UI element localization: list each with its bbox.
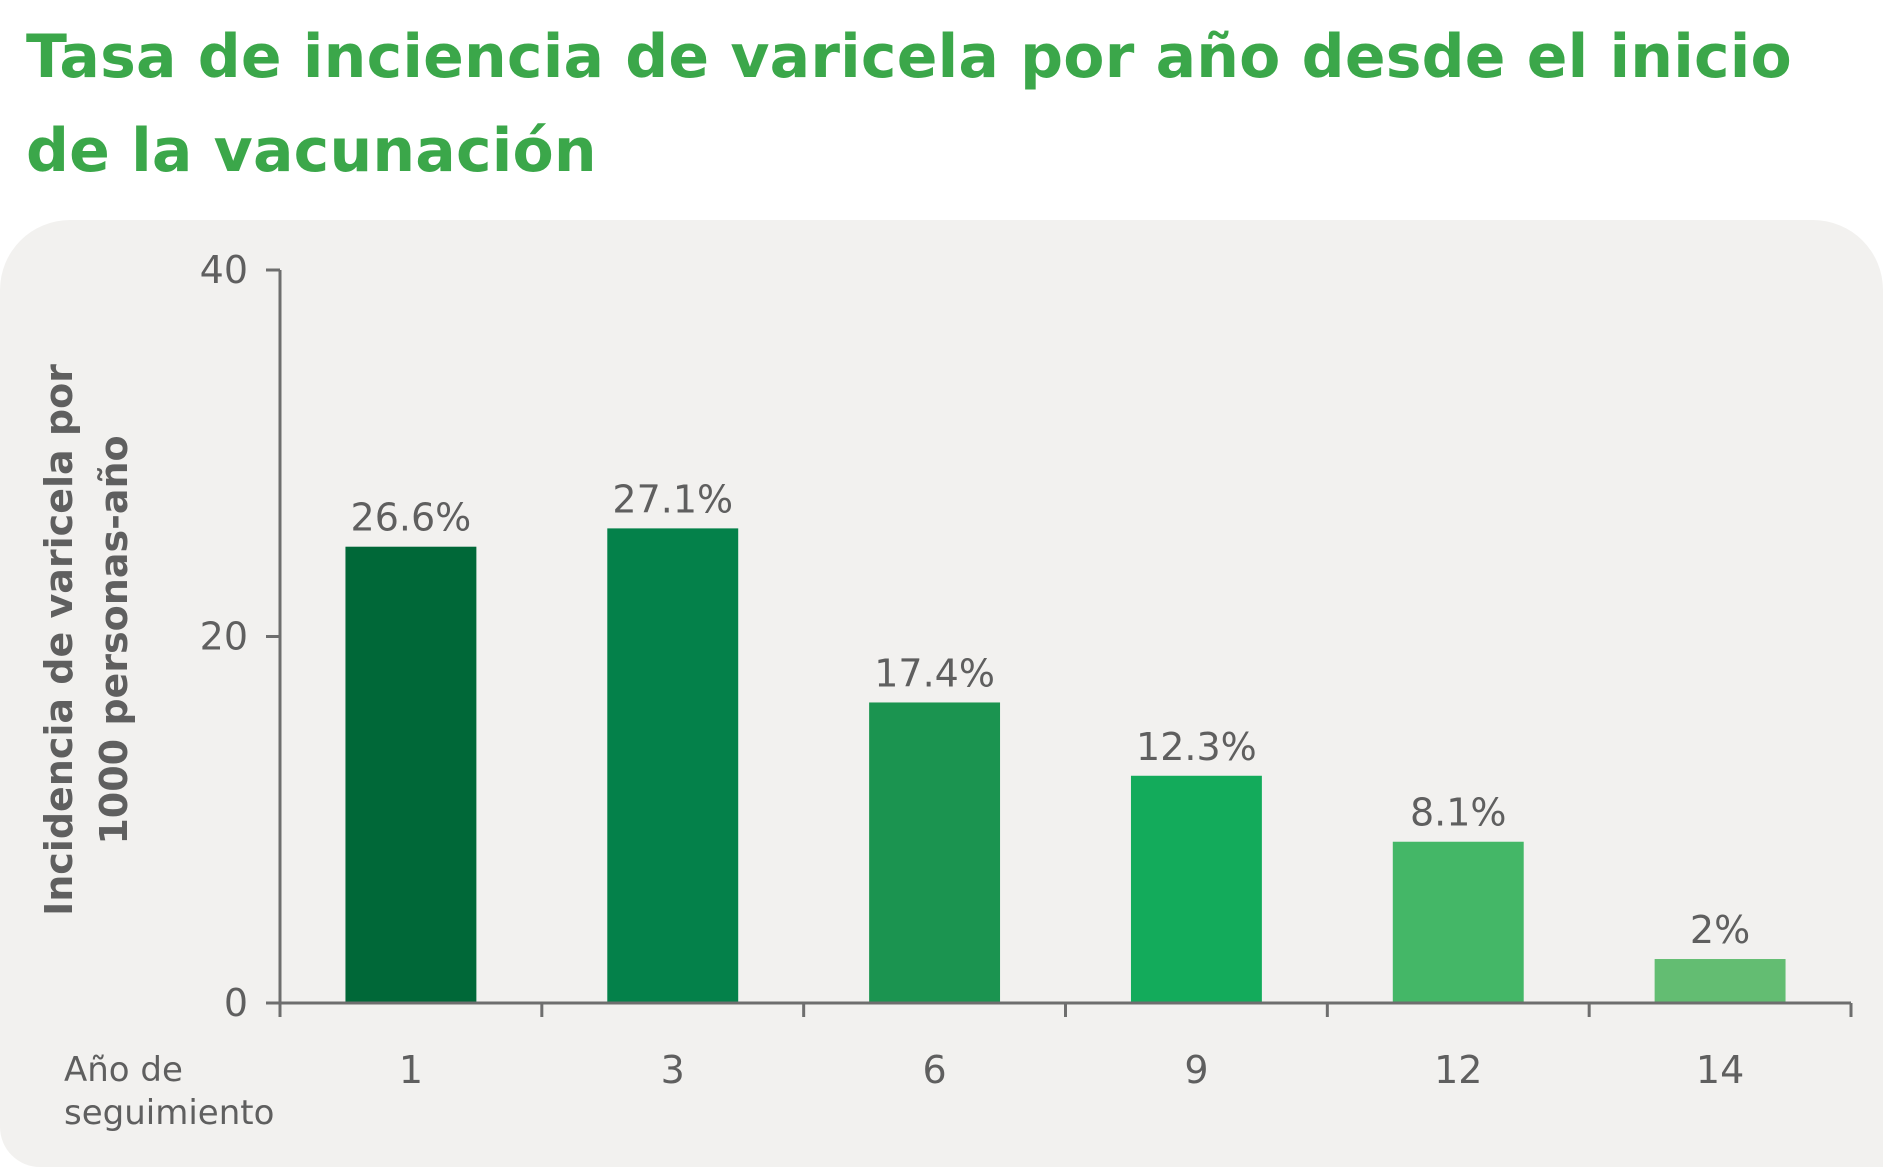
x-axis-title-line1: Año de <box>64 1050 183 1090</box>
bars-group <box>345 528 1786 1003</box>
data-labels-group: 26.6% 27.1% 17.4% 12.3% 8.1% 2% <box>351 477 1751 952</box>
x-axis-title: Año de seguimiento <box>64 1050 274 1133</box>
data-label-6: 17.4% <box>874 651 995 695</box>
x-axis-title-line2: seguimiento <box>64 1093 274 1133</box>
y-tick-label: 0 <box>224 981 248 1025</box>
data-label-14: 2% <box>1690 908 1750 952</box>
bar-6 <box>869 702 1001 1003</box>
x-ticks-group: 1 3 6 9 12 14 <box>278 1003 1853 1092</box>
x-tick-label-12: 12 <box>1434 1048 1482 1092</box>
x-tick-label-1: 1 <box>399 1048 423 1092</box>
data-label-1: 26.6% <box>351 496 472 540</box>
page-title: Tasa de inciencia de varicela por año de… <box>26 22 1792 186</box>
data-label-12: 8.1% <box>1410 791 1507 835</box>
bar-3 <box>607 528 739 1003</box>
bar-9 <box>1130 775 1262 1003</box>
data-label-9: 12.3% <box>1136 725 1257 769</box>
y-axis-title-line2: 1000 personas-año <box>92 435 136 844</box>
x-tick-label-6: 6 <box>922 1048 946 1092</box>
y-ticks-group: 0 20 40 <box>200 248 280 1025</box>
bar-14 <box>1654 959 1786 1003</box>
bar-1 <box>345 546 477 1003</box>
y-tick-label: 20 <box>200 615 248 659</box>
chart-panel <box>0 220 1883 1167</box>
bar-12 <box>1392 841 1524 1003</box>
x-tick-label-14: 14 <box>1696 1048 1744 1092</box>
y-axis-title-line1: Incidencia de varicela por <box>37 364 81 916</box>
axes-group <box>278 270 1851 1005</box>
y-tick-label: 40 <box>200 248 248 292</box>
data-label-3: 27.1% <box>612 477 733 521</box>
x-tick-label-3: 3 <box>661 1048 685 1092</box>
y-axis-title: Incidencia de varicela por 1000 personas… <box>37 364 136 916</box>
x-tick-label-9: 9 <box>1184 1048 1208 1092</box>
